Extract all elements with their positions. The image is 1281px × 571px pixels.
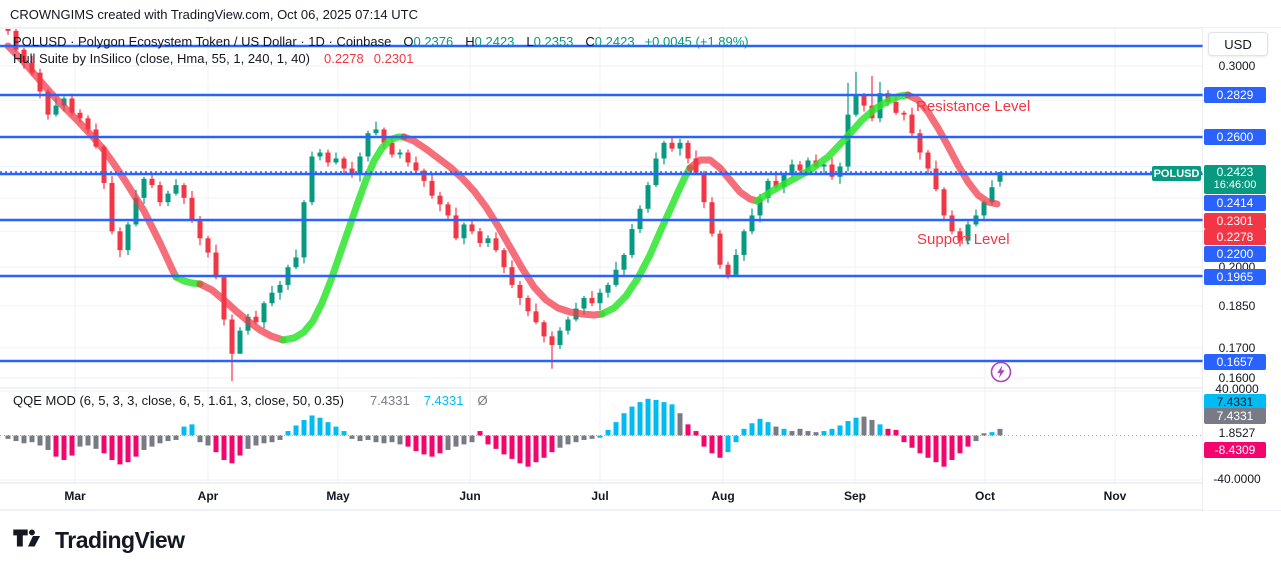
qqe-value-gray: 7.4331	[369, 393, 410, 408]
blue-price-label: 0.1657	[1204, 354, 1266, 370]
blue-price-label: 0.1965	[1204, 269, 1266, 285]
time-axis-month-label: Sep	[843, 489, 866, 503]
price-axis-tick: 40.0000	[1203, 382, 1271, 396]
red-price-label: 0.2278	[1204, 229, 1266, 245]
gray-price-label: 7.4331	[1204, 408, 1266, 424]
current-price-label: 0.2423 16:46:00	[1204, 164, 1266, 194]
price-scale[interactable]: USD 0.3000 0.2000 0.1850 0.1700 0.1600 40.000…	[1203, 28, 1281, 510]
series-price-tag: POLUSD	[1152, 166, 1201, 181]
close-value: 0.2423	[594, 34, 635, 49]
hull-suite-title[interactable]: Hull Suite by InSilico (close, Hma, 55, …	[13, 51, 310, 66]
time-axis-month-label: Jun	[459, 489, 481, 503]
red-price-label: 0.2301	[1204, 213, 1266, 229]
price-axis-tick: 0.1850	[1203, 299, 1271, 313]
change-value: +0.0045 (+1.89%)	[644, 34, 749, 49]
hull-value-2: 0.2301	[373, 51, 414, 66]
time-axis-month-label: May	[326, 489, 350, 503]
blue-price-label: 0.2600	[1204, 129, 1266, 145]
high-value: 0.2423	[474, 34, 515, 49]
blue-price-label: 0.2414	[1204, 195, 1266, 211]
currency-usd-button[interactable]: USD	[1208, 32, 1268, 56]
price-axis-tick: 0.1700	[1203, 341, 1271, 355]
symbol-title[interactable]: POLUSD · Polygon Ecosystem Token / US Do…	[13, 34, 392, 49]
hull-value-1: 0.2278	[323, 51, 364, 66]
low-value: 0.2353	[533, 34, 574, 49]
credit-line: CROWNGIMS created with TradingView.com, …	[10, 7, 418, 22]
time-axis-month-label: Oct	[974, 489, 995, 503]
time-axis-month-label: Apr	[197, 489, 219, 503]
open-value: 0.2376	[413, 34, 454, 49]
hull-suite-legend[interactable]: Hull Suite by InSilico (close, Hma, 55, …	[13, 51, 414, 66]
magenta-price-label: -8.4309	[1204, 442, 1266, 458]
time-axis-month-label: Aug	[711, 489, 735, 503]
close-label: C	[585, 34, 595, 49]
qqe-mod-title[interactable]: QQE MOD (6, 5, 3, 3, close, 6, 5, 1.61, …	[13, 393, 344, 408]
price-axis-tick: -40.0000	[1203, 472, 1271, 486]
open-label: O	[403, 34, 414, 49]
main-legend[interactable]: POLUSD · Polygon Ecosystem Token / US Do…	[13, 34, 749, 49]
time-axis-month-label: Jul	[591, 489, 609, 503]
price-axis-tick: 0.3000	[1203, 59, 1271, 73]
tradingview-logo-icon[interactable]	[12, 527, 46, 554]
low-label: L	[526, 34, 534, 49]
flash-bolt-icon[interactable]	[989, 360, 1013, 384]
support-level-annotation[interactable]: Support Level	[917, 231, 1010, 248]
footer: TradingView	[12, 527, 185, 554]
qqe-value-cyan: 7.4331	[423, 393, 464, 408]
price-axis-tick: 1.8527	[1203, 426, 1271, 440]
time-axis-month-label: Nov	[1103, 489, 1127, 503]
tradingview-brand-text[interactable]: TradingView	[55, 527, 185, 553]
blue-price-label: 0.2829	[1204, 87, 1266, 103]
cyan-price-label: 7.4331	[1204, 394, 1266, 410]
qqe-empty-set-icon: Ø	[477, 393, 488, 408]
blue-price-label: 0.2200	[1204, 246, 1266, 262]
qqe-mod-legend[interactable]: QQE MOD (6, 5, 3, 3, close, 6, 5, 1.61, …	[13, 393, 488, 408]
price-axis-tick: 0.1600	[1203, 371, 1271, 385]
time-scale[interactable]: Mar Apr May Jun Jul Aug Sep Oct Nov	[0, 483, 1281, 510]
resistance-level-annotation[interactable]: Resistance Level	[916, 98, 1031, 115]
high-label: H	[465, 34, 475, 49]
time-axis-month-label: Mar	[64, 489, 86, 503]
